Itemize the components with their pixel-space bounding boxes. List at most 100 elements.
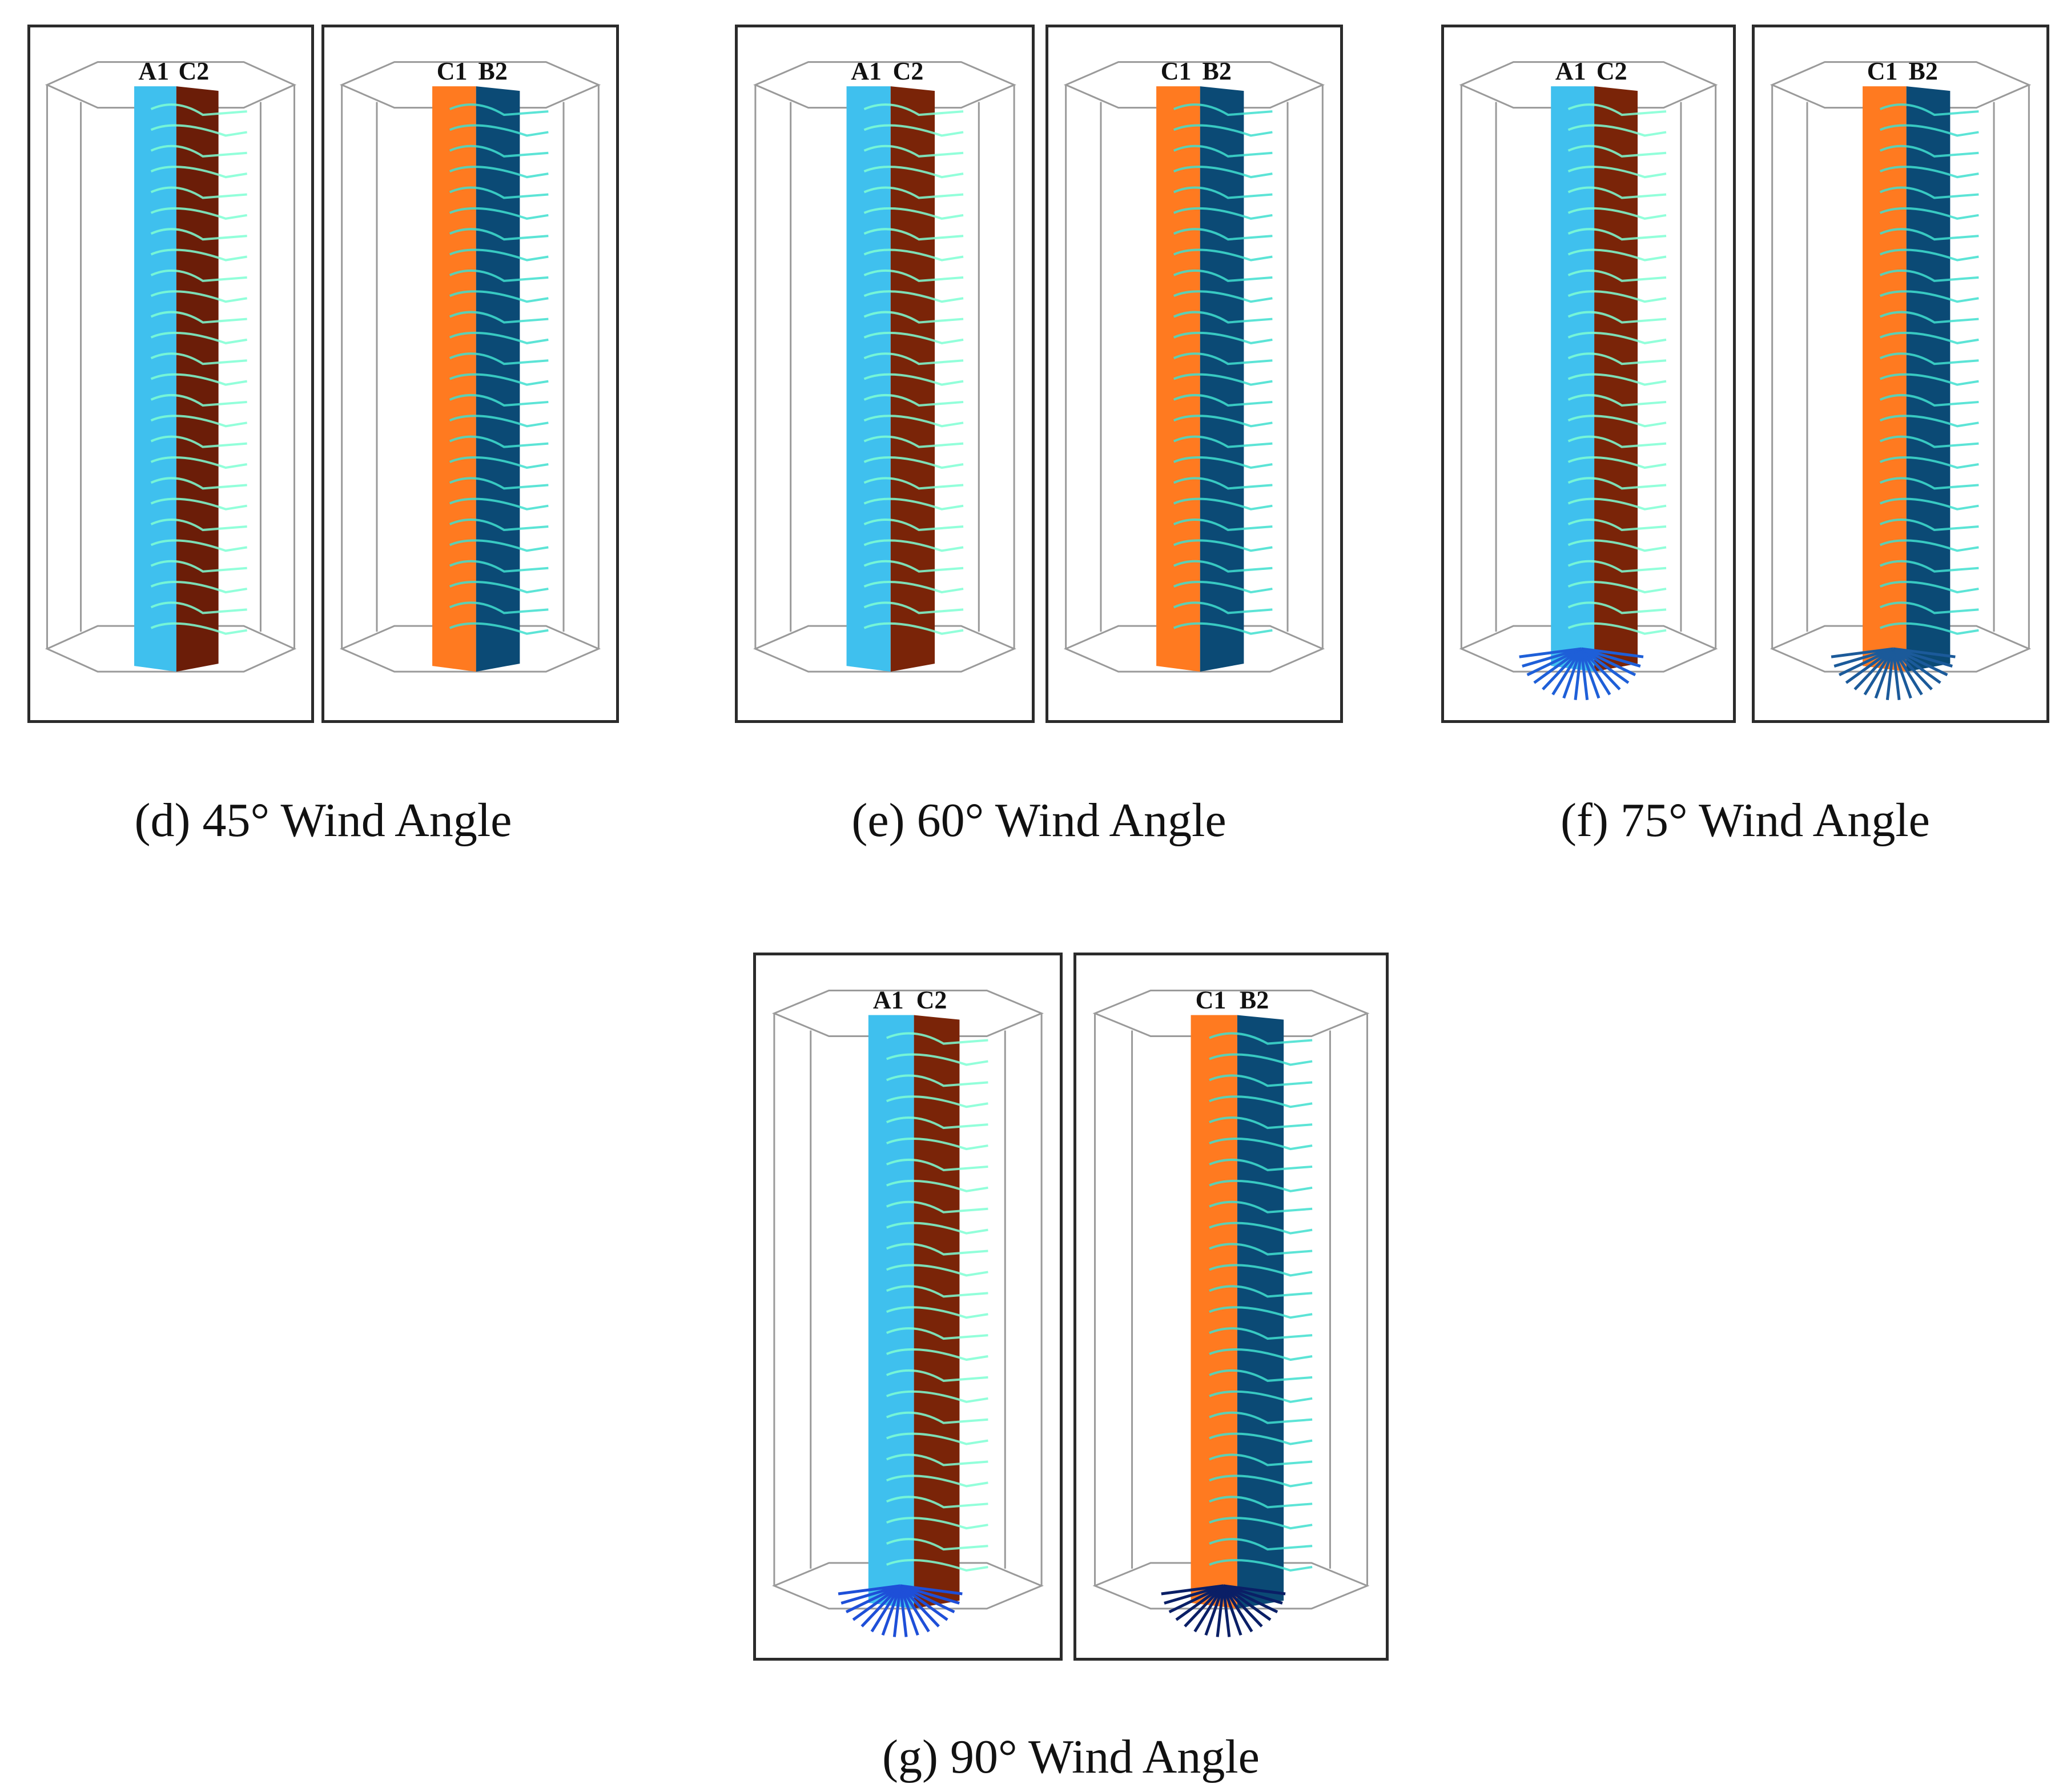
flow-streak bbox=[1209, 1074, 1313, 1087]
vortex-fan bbox=[1831, 647, 1956, 700]
flow-streak bbox=[1879, 228, 1979, 241]
flow-streak bbox=[1879, 622, 1979, 635]
flow-streak bbox=[1879, 601, 1979, 614]
vortex-line bbox=[1222, 1585, 1263, 1628]
flow-streak bbox=[1567, 373, 1667, 386]
vortex-line bbox=[1581, 647, 1641, 668]
flow-streak bbox=[1879, 207, 1979, 220]
flow-streak bbox=[1173, 477, 1273, 490]
flow-streak bbox=[1209, 1411, 1313, 1424]
flow-streak bbox=[449, 581, 549, 594]
flow-streak bbox=[1173, 269, 1273, 282]
flow-streak bbox=[449, 477, 549, 490]
flow-streak bbox=[886, 1306, 988, 1319]
flow-streak bbox=[886, 1053, 988, 1066]
vortex-line bbox=[1893, 647, 1953, 668]
simulation-view: C1 B2 bbox=[1770, 57, 2032, 700]
flow-streak bbox=[1173, 456, 1273, 469]
flow-streak bbox=[1567, 124, 1667, 137]
simulation-view: A1 C2 bbox=[772, 986, 1044, 1637]
vortex-line bbox=[1892, 648, 1941, 684]
flow-streak bbox=[1567, 311, 1667, 324]
flow-streak bbox=[150, 290, 247, 303]
flow-streak bbox=[449, 186, 549, 199]
vortex-line bbox=[1579, 648, 1589, 700]
flow-streak bbox=[886, 1116, 988, 1130]
flow-streak bbox=[1879, 166, 1979, 179]
flow-streak bbox=[1567, 228, 1667, 241]
flow-streak bbox=[449, 373, 549, 386]
face-label-right: B2 bbox=[1240, 986, 1269, 1014]
face-right bbox=[914, 1015, 960, 1609]
flow-streak bbox=[886, 1411, 988, 1424]
flow-streak bbox=[1209, 1327, 1313, 1340]
flow-streak bbox=[1567, 352, 1667, 365]
panel-d-left: A1 C2 bbox=[27, 25, 314, 723]
flow-streak bbox=[1209, 1306, 1313, 1319]
vortex-line bbox=[1533, 648, 1582, 684]
flow-streak bbox=[863, 290, 964, 303]
wireframe bbox=[753, 61, 1016, 673]
flow-streak bbox=[863, 311, 964, 324]
vortex-line bbox=[1175, 1584, 1224, 1621]
flow-streak bbox=[150, 103, 247, 116]
flow-streak bbox=[886, 1222, 988, 1235]
vortex-line bbox=[1222, 1585, 1242, 1636]
flow-streak bbox=[150, 311, 247, 324]
flow-streak bbox=[1173, 331, 1273, 344]
face-left bbox=[868, 1015, 914, 1609]
vortex-line bbox=[1833, 647, 1894, 668]
flow-streak bbox=[150, 497, 247, 511]
vortex-line bbox=[1580, 648, 1630, 684]
flow-streak bbox=[1879, 394, 1979, 407]
face-label-left: C1 bbox=[1196, 986, 1226, 1014]
flow-streak bbox=[150, 519, 247, 532]
flow-streaks bbox=[449, 103, 549, 635]
face-label-left: A1 bbox=[873, 986, 904, 1014]
panel-g-right: C1 B2 bbox=[1073, 953, 1389, 1661]
flow-streak bbox=[1879, 103, 1979, 116]
flow-streak bbox=[1209, 1348, 1313, 1361]
vortex-line bbox=[1184, 1585, 1225, 1628]
flow-streak bbox=[1879, 269, 1979, 282]
flow-streak bbox=[863, 331, 964, 344]
vortex-line bbox=[1845, 648, 1895, 684]
vortex-line bbox=[1193, 1585, 1225, 1633]
flow-streak bbox=[150, 124, 247, 137]
flow-streak bbox=[449, 415, 549, 428]
face-left bbox=[1156, 86, 1200, 672]
flow-streak bbox=[863, 415, 964, 428]
face-label-left: A1 bbox=[851, 57, 882, 85]
flow-streak bbox=[1879, 248, 1979, 262]
vortex-line bbox=[838, 1584, 901, 1596]
vortex-line bbox=[1892, 648, 1923, 696]
flow-streak bbox=[449, 207, 549, 220]
vortex-line bbox=[1853, 648, 1895, 690]
flow-streak bbox=[863, 103, 964, 116]
flow-streak bbox=[1209, 1474, 1313, 1488]
wireframe bbox=[1092, 990, 1370, 1610]
vortex-line bbox=[1863, 648, 1895, 696]
flow-streak bbox=[863, 269, 964, 282]
flow-streak bbox=[1567, 497, 1667, 511]
vortex-line bbox=[1222, 1584, 1272, 1621]
flow-streak bbox=[863, 373, 964, 386]
vortex-line bbox=[900, 1584, 963, 1596]
face-label-right: B2 bbox=[1909, 57, 1938, 85]
flow-streak bbox=[150, 622, 247, 635]
face-right bbox=[1237, 1015, 1284, 1609]
flow-streak bbox=[1567, 394, 1667, 407]
vortex-line bbox=[899, 1585, 919, 1636]
flow-streak bbox=[1173, 124, 1273, 137]
flow-streak bbox=[150, 393, 247, 407]
flow-streak bbox=[449, 519, 549, 532]
face-label-right: C2 bbox=[1597, 57, 1627, 85]
flow-streak bbox=[1879, 477, 1979, 490]
flow-streak bbox=[863, 435, 964, 448]
flow-streak bbox=[863, 166, 964, 179]
caption-d: (d) 45° Wind Angle bbox=[134, 794, 512, 847]
flow-streak bbox=[1173, 248, 1273, 262]
flow-streak bbox=[863, 622, 964, 635]
flow-streak bbox=[449, 435, 549, 448]
simulation-view: A1 C2 bbox=[1459, 57, 1718, 700]
